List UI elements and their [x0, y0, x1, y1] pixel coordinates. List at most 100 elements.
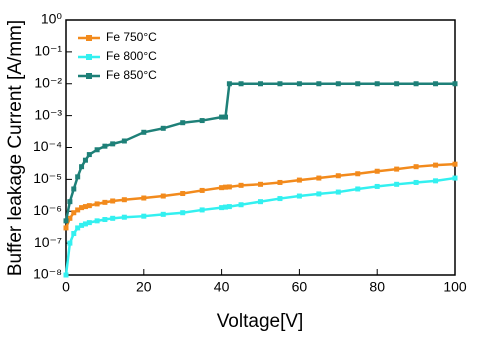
- marker: [121, 214, 127, 220]
- marker: [94, 147, 100, 153]
- marker: [238, 182, 244, 188]
- marker: [374, 81, 380, 87]
- marker: [222, 114, 228, 120]
- marker: [71, 186, 77, 192]
- x-tick-label: 60: [292, 279, 308, 295]
- y-tick-label: 10⁻³: [34, 106, 62, 122]
- marker: [63, 225, 69, 231]
- marker: [335, 189, 341, 195]
- marker: [413, 164, 419, 170]
- marker: [86, 203, 92, 209]
- marker: [67, 215, 73, 221]
- series-line: [64, 176, 456, 276]
- marker: [452, 161, 458, 167]
- marker: [110, 141, 116, 147]
- marker: [335, 173, 341, 179]
- marker: [141, 195, 147, 201]
- marker: [277, 81, 283, 87]
- legend-label: Fe 800°C: [106, 49, 157, 63]
- y-tick-label: 10⁻⁸: [33, 266, 62, 282]
- marker: [219, 114, 225, 120]
- marker: [355, 81, 361, 87]
- marker: [277, 179, 283, 185]
- y-tick-label: 10⁻²: [34, 74, 62, 90]
- marker: [79, 164, 85, 170]
- marker: [180, 210, 186, 216]
- legend-label: Fe 750°C: [106, 30, 157, 44]
- marker: [277, 196, 283, 202]
- marker: [79, 205, 85, 211]
- y-tick-label: 10⁰: [41, 11, 63, 27]
- y-tick-label: 10⁻⁴: [33, 138, 62, 154]
- marker: [394, 181, 400, 187]
- marker: [355, 186, 361, 192]
- marker: [141, 129, 147, 135]
- x-tick-label: 20: [136, 279, 152, 295]
- marker: [258, 181, 263, 187]
- legend-marker: [86, 35, 92, 41]
- marker: [121, 197, 127, 203]
- marker: [238, 81, 244, 87]
- marker: [110, 198, 116, 204]
- marker: [102, 199, 108, 205]
- marker: [433, 162, 439, 168]
- marker: [160, 193, 166, 199]
- marker: [180, 120, 186, 126]
- marker: [296, 193, 302, 199]
- marker: [413, 81, 419, 87]
- marker: [222, 204, 228, 210]
- marker: [374, 183, 380, 189]
- marker: [94, 201, 100, 207]
- marker: [86, 152, 92, 158]
- marker: [226, 204, 232, 210]
- marker: [219, 205, 225, 211]
- marker: [199, 118, 205, 124]
- marker: [433, 178, 439, 184]
- marker: [258, 199, 263, 205]
- y-tick-label: 10⁻⁵: [33, 170, 62, 186]
- marker: [94, 218, 100, 224]
- y-axis-title: Buffer leakage Current [A/mm]: [5, 20, 26, 276]
- x-tick-label: 40: [214, 279, 230, 295]
- marker: [71, 231, 77, 237]
- marker: [67, 199, 73, 205]
- marker: [102, 143, 108, 149]
- x-tick-label: 100: [443, 279, 467, 295]
- marker: [160, 125, 166, 131]
- marker: [452, 175, 458, 181]
- marker: [86, 220, 92, 226]
- marker: [413, 179, 419, 185]
- marker: [199, 207, 205, 213]
- legend-label: Fe 850°C: [106, 68, 157, 82]
- marker: [374, 168, 380, 174]
- marker: [316, 191, 322, 197]
- y-tick-label: 10⁻⁷: [34, 234, 62, 250]
- marker: [394, 166, 400, 172]
- marker: [355, 171, 361, 177]
- marker: [316, 175, 322, 181]
- legend-marker: [86, 73, 92, 79]
- marker: [226, 184, 232, 190]
- marker: [258, 81, 263, 87]
- x-tick-label: 80: [369, 279, 385, 295]
- marker: [75, 174, 81, 180]
- x-tick-label: 0: [62, 279, 70, 295]
- marker: [452, 81, 458, 87]
- marker: [67, 240, 73, 246]
- marker: [226, 81, 232, 87]
- marker: [296, 81, 302, 87]
- marker: [238, 202, 244, 208]
- marker: [180, 191, 186, 197]
- marker: [82, 157, 88, 163]
- marker: [316, 81, 322, 87]
- marker: [121, 138, 127, 144]
- marker: [141, 213, 147, 219]
- marker: [82, 221, 88, 227]
- marker: [335, 81, 341, 87]
- marker: [394, 81, 400, 87]
- marker: [296, 177, 302, 183]
- marker: [63, 272, 69, 278]
- marker: [63, 218, 69, 224]
- marker: [102, 217, 108, 223]
